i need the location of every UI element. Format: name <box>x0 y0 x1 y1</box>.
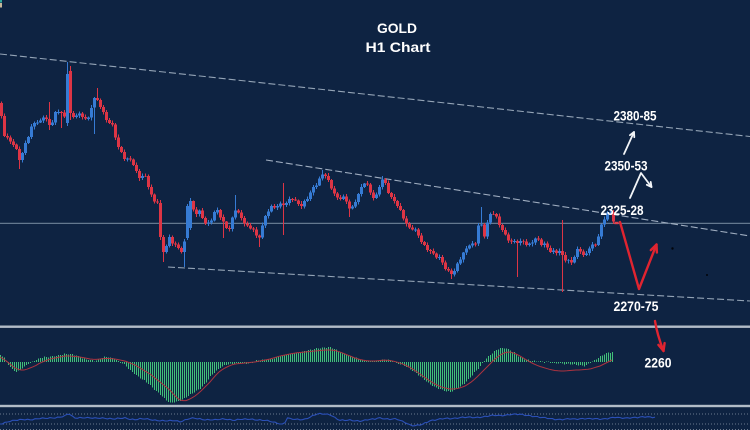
svg-text:2270-75: 2270-75 <box>614 299 659 314</box>
svg-text:2325-28: 2325-28 <box>601 203 644 218</box>
svg-text:2260: 2260 <box>645 356 672 371</box>
svg-text:2350-53: 2350-53 <box>605 159 648 174</box>
svg-text:2380-85: 2380-85 <box>614 109 657 124</box>
svg-text:GOLD: GOLD <box>377 20 417 36</box>
svg-text:H1 Chart: H1 Chart <box>366 39 431 55</box>
